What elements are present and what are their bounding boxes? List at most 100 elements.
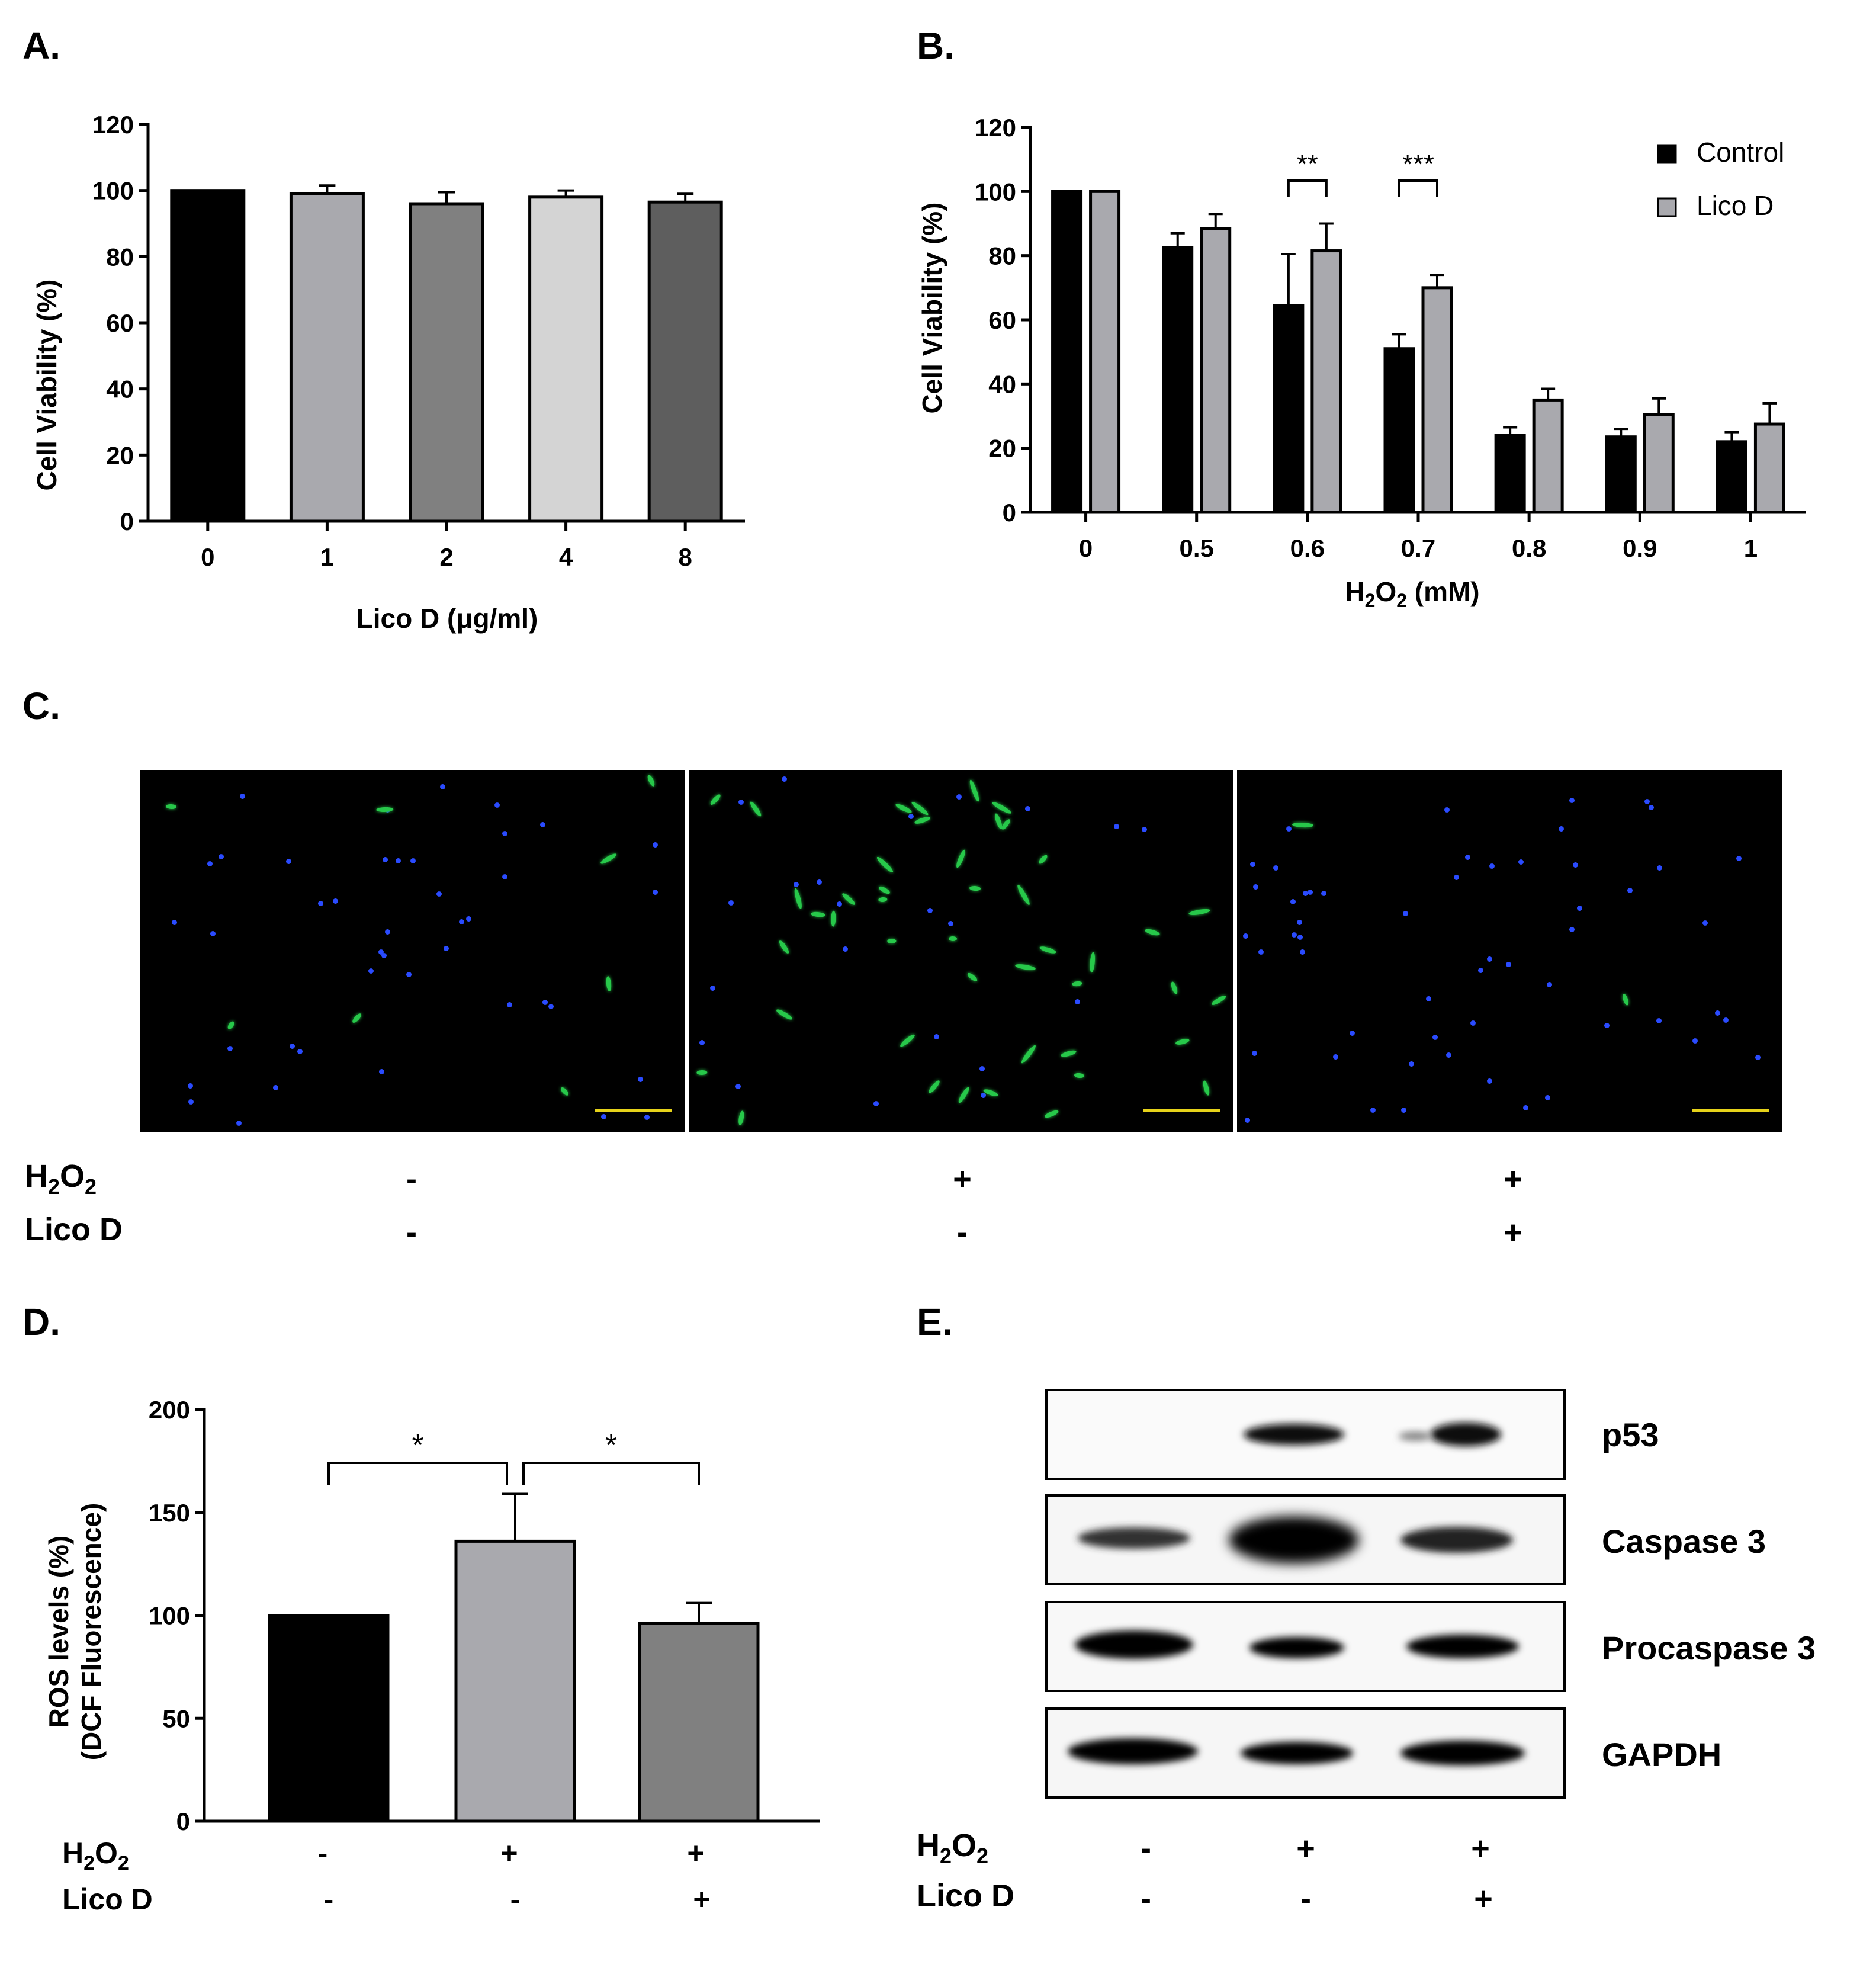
- nucleus-dot: [908, 814, 914, 820]
- nucleus-dot: [1736, 855, 1742, 861]
- chart-b-legend-swatch-1: [1657, 197, 1677, 217]
- nucleus-dot: [1250, 861, 1256, 867]
- chart-b-xtick-label-3: 0.7: [1401, 534, 1435, 562]
- dcf-cell: [559, 1086, 570, 1097]
- chart-b-xtick-label-1: 0.5: [1180, 534, 1214, 562]
- chart-a-xtick-label-2: 2: [439, 543, 453, 571]
- chart-a-cell-viability: Cell Viability (%) Lico D (μg/ml) 020406…: [31, 111, 745, 634]
- nucleus-dot: [1453, 875, 1459, 881]
- nucleus-dot: [286, 858, 292, 864]
- dcf-cell: [875, 855, 895, 875]
- chart-d-bar-1: [454, 1539, 576, 1823]
- nucleus-dot: [1370, 1107, 1376, 1113]
- chart-a-bar-3: [528, 195, 604, 523]
- nucleus-dot: [378, 1068, 384, 1074]
- nucleus-dot: [1657, 865, 1663, 871]
- chart-b-bar-0-1: [1162, 246, 1194, 514]
- dcf-cell: [927, 1078, 941, 1094]
- dcf-cell: [993, 813, 1004, 830]
- c-h2o2-mark-1: -: [406, 1161, 417, 1197]
- nucleus-dot: [381, 952, 387, 958]
- chart-a-ytick-label-5: 100: [92, 177, 134, 205]
- nucleus-dot: [1297, 920, 1303, 926]
- panel-label-d: D.: [23, 1301, 60, 1343]
- nucleus-dot: [1465, 854, 1471, 860]
- dcf-cell: [646, 773, 656, 788]
- nucleus-dot: [728, 900, 734, 906]
- c-lico-mark-3: +: [1504, 1215, 1522, 1250]
- dcf-cell: [1037, 853, 1049, 865]
- chart-b-ytick-label-2: 40: [988, 370, 1016, 398]
- chart-a-bar-2: [409, 202, 484, 523]
- dcf-cell: [956, 1086, 971, 1105]
- nucleus-dot: [502, 874, 508, 879]
- chart-b-bar-0-0: [1051, 190, 1083, 514]
- d-h2o2-mark-2: +: [500, 1837, 518, 1870]
- nucleus-dot: [406, 971, 412, 977]
- dcf-cell: [351, 1012, 363, 1024]
- chart-a-ytick-label-1: 20: [106, 441, 134, 469]
- chart-a-bar-1: [289, 192, 365, 523]
- chart-b-xtick-label-6: 1: [1744, 534, 1758, 562]
- scale-bar: [595, 1109, 672, 1112]
- chart-a-ytick-label-2: 40: [106, 375, 134, 403]
- c-h2o2-mark-2: +: [953, 1161, 972, 1197]
- scale-bar: [1692, 1109, 1769, 1112]
- nucleus-dot: [289, 1044, 295, 1049]
- c-lico-label: Lico D: [25, 1212, 123, 1247]
- nucleus-dot: [236, 1120, 242, 1126]
- chart-b-legend-swatch-0: [1657, 144, 1677, 164]
- chart-b-sig-label-0: **: [1297, 149, 1318, 179]
- nucleus-dot: [1723, 1017, 1729, 1023]
- chart-b-xtick-label-2: 0.6: [1290, 534, 1325, 562]
- dcf-cell: [948, 936, 957, 941]
- nucleus-dot: [1290, 899, 1296, 905]
- dcf-cell: [599, 852, 618, 865]
- nucleus-dot: [1141, 826, 1147, 832]
- chart-b-bar-1-0: [1089, 190, 1121, 514]
- nucleus-dot: [272, 1084, 278, 1090]
- nucleus-dot: [1692, 1038, 1698, 1044]
- chart-d-ros-levels: ROS levels (%) (DCF Fluorescence) 0 50 100…: [43, 1396, 820, 1835]
- blot-row-procaspase3: [1045, 1601, 1566, 1692]
- nucleus-dot: [1401, 1107, 1407, 1113]
- dcf-cell: [1014, 962, 1036, 971]
- blot-label-caspase3: Caspase 3: [1602, 1523, 1766, 1560]
- d-h2o2-label: H2O2: [62, 1837, 129, 1874]
- chart-a-xtick-label-3: 4: [559, 543, 573, 571]
- nucleus-dot: [385, 929, 391, 935]
- nucleus-dot: [1470, 1020, 1476, 1026]
- nucleus-dot: [1489, 863, 1495, 869]
- chart-b-legend-label-0: Control: [1697, 137, 1784, 168]
- chart-b-xtick-label-5: 0.9: [1623, 534, 1657, 562]
- dcf-cell: [1170, 980, 1179, 995]
- chart-d-ytick-label-0: 0: [176, 1808, 190, 1835]
- nucleus-dot: [738, 800, 744, 805]
- nucleus-dot: [1302, 890, 1308, 896]
- nucleus-dot: [440, 784, 446, 790]
- chart-d-sig-bracket-0: [327, 1462, 508, 1485]
- chart-a-xlabel: Lico D (μg/ml): [356, 603, 538, 634]
- nucleus-dot: [1702, 920, 1708, 926]
- nucleus-dot: [227, 1045, 233, 1051]
- nucleus-dot: [1518, 859, 1524, 865]
- c-h2o2-label: H2O2: [25, 1158, 97, 1199]
- nucleus-dot: [548, 1004, 554, 1010]
- e-h2o2-mark-2: +: [1296, 1831, 1315, 1866]
- chart-b-ytick-label-0: 0: [1003, 499, 1016, 527]
- dcf-cell: [1071, 981, 1082, 987]
- nucleus-dot: [1321, 891, 1326, 897]
- chart-b-bar-0-3: [1383, 347, 1415, 514]
- e-lico-mark-1: -: [1141, 1881, 1151, 1917]
- chart-b-ylabel: Cell Viability (%): [917, 202, 947, 413]
- nucleus-dot: [1569, 926, 1575, 932]
- nucleus-dot: [218, 854, 224, 860]
- nucleus-dot: [601, 1114, 607, 1120]
- dcf-cell: [709, 792, 722, 806]
- nucleus-dot: [494, 802, 500, 808]
- nucleus-dot: [1715, 1010, 1721, 1016]
- panel-label-a: A.: [23, 24, 60, 67]
- nucleus-dot: [1333, 1054, 1339, 1060]
- chart-b-legend-label-1: Lico D: [1697, 190, 1774, 221]
- blot-label-p53: p53: [1602, 1416, 1659, 1453]
